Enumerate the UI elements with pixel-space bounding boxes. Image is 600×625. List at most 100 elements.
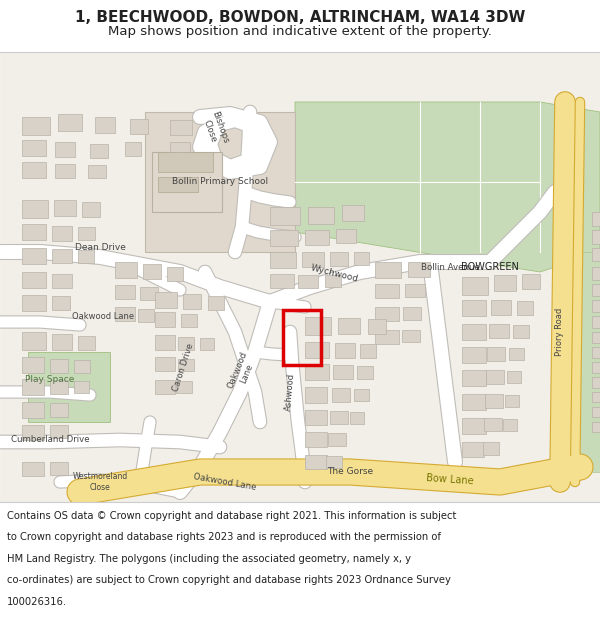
Text: Westmoreland
Close: Westmoreland Close [73, 472, 128, 492]
Bar [462, 370, 486, 386]
Bar [405, 284, 425, 297]
Bar [270, 252, 296, 268]
Bar [22, 402, 44, 418]
Bar [305, 317, 331, 335]
Bar [88, 165, 106, 178]
Bar [332, 388, 350, 402]
Text: The Gorse: The Gorse [327, 468, 373, 476]
Bar [513, 325, 529, 338]
Text: Map shows position and indicative extent of the property.: Map shows position and indicative extent… [108, 26, 492, 39]
Bar [22, 332, 46, 350]
Text: co-ordinates) are subject to Crown copyright and database rights 2023 Ordnance S: co-ordinates) are subject to Crown copyr… [7, 575, 451, 585]
Bar [155, 357, 175, 371]
Bar [155, 335, 175, 350]
Bar [592, 267, 600, 280]
Bar [487, 347, 505, 361]
Bar [52, 274, 72, 288]
Bar [408, 262, 430, 277]
Bar [302, 252, 324, 267]
Bar [592, 332, 600, 343]
Bar [491, 300, 511, 315]
Bar [298, 275, 318, 288]
Bar [22, 248, 46, 264]
Bar [178, 337, 194, 350]
Bar [270, 274, 294, 288]
Bar [522, 274, 540, 289]
Bar [52, 249, 72, 263]
Bar [54, 200, 76, 216]
Bar [50, 403, 68, 417]
Bar [336, 229, 356, 243]
Bar [55, 164, 75, 178]
Bar [328, 433, 346, 446]
Bar [354, 389, 369, 401]
Bar [375, 330, 399, 344]
Bar [138, 309, 154, 322]
Polygon shape [555, 252, 600, 472]
Bar [183, 294, 201, 309]
Text: Bow Lane: Bow Lane [426, 473, 474, 487]
Text: Caron Drive: Caron Drive [171, 342, 195, 392]
Bar [82, 202, 100, 217]
Text: HM Land Registry. The polygons (including the associated geometry, namely x, y: HM Land Registry. The polygons (includin… [7, 554, 411, 564]
Bar [22, 224, 46, 240]
Bar [181, 314, 197, 327]
Bar [143, 264, 161, 279]
Text: Wychwood: Wychwood [310, 264, 360, 284]
Bar [22, 200, 48, 218]
Bar [52, 226, 72, 241]
Bar [375, 262, 401, 278]
Bar [167, 267, 183, 281]
Bar [170, 120, 192, 135]
Bar [325, 275, 341, 287]
Bar [208, 296, 224, 310]
Text: Contains OS data © Crown copyright and database right 2021. This information is : Contains OS data © Crown copyright and d… [7, 511, 457, 521]
Bar [592, 347, 600, 358]
Text: Cumberland Drive: Cumberland Drive [11, 436, 89, 444]
Bar [22, 162, 46, 178]
Bar [115, 307, 135, 321]
Text: Play Space: Play Space [25, 376, 74, 384]
Text: Oakwood
Lane: Oakwood Lane [226, 350, 259, 394]
Text: BOWGREEN: BOWGREEN [461, 262, 519, 272]
Text: Bishops
Close: Bishops Close [200, 110, 230, 148]
Bar [517, 301, 533, 315]
Bar [484, 418, 502, 431]
Bar [462, 300, 486, 316]
Bar [115, 262, 137, 278]
Bar [158, 152, 213, 172]
Bar [50, 380, 68, 394]
Bar [74, 360, 90, 373]
Bar [592, 422, 600, 432]
Bar [50, 462, 68, 475]
Bar [55, 142, 75, 157]
Bar [78, 250, 94, 263]
Bar [462, 418, 486, 434]
Bar [52, 334, 72, 350]
Bar [22, 379, 44, 395]
Bar [170, 142, 190, 156]
Bar [50, 425, 68, 438]
Bar [178, 359, 194, 371]
Bar [592, 230, 600, 244]
Bar [155, 292, 177, 308]
Bar [505, 395, 519, 407]
Bar [125, 142, 141, 156]
Bar [90, 144, 108, 158]
Bar [592, 362, 600, 373]
Text: Bollin Primary School: Bollin Primary School [172, 177, 268, 186]
Bar [503, 419, 517, 431]
Bar [403, 307, 421, 320]
Bar [357, 366, 373, 379]
Bar [305, 432, 327, 447]
Bar [462, 277, 488, 295]
Bar [22, 272, 46, 288]
Bar [155, 312, 175, 327]
Bar [22, 425, 44, 440]
Bar [22, 295, 46, 311]
Bar [305, 342, 329, 358]
Bar [592, 377, 600, 388]
Polygon shape [145, 112, 295, 252]
Bar [338, 318, 360, 334]
Polygon shape [28, 352, 110, 422]
